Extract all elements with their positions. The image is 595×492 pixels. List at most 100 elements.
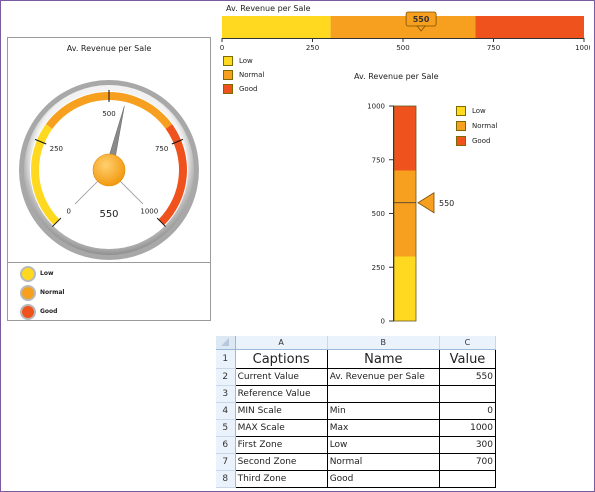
- select-all-corner[interactable]: [216, 336, 236, 350]
- gauge-tick-mark: [156, 217, 166, 227]
- gauge-hub: [92, 153, 126, 187]
- bullet-chart-title: Av. Revenue per Sale: [226, 4, 311, 13]
- thermo-zone-normal: [394, 170, 416, 257]
- gauge-panel: Av. Revenue per Sale 0 250 500 750 1000 550 …: [7, 37, 211, 321]
- bullet-legend-label-good: Good: [239, 85, 258, 93]
- column-header-b[interactable]: B: [327, 336, 440, 350]
- bullet-zone-good: [475, 16, 584, 38]
- table-row: 8 Third Zone Good: [216, 470, 497, 488]
- table-row: 7 Second Zone Normal 700: [216, 453, 497, 471]
- cell-b[interactable]: Max: [327, 419, 440, 437]
- bullet-zone-normal: [330, 16, 476, 38]
- bullet-tick-label: 250: [306, 44, 319, 52]
- cell-a[interactable]: Captions: [235, 349, 328, 369]
- gauge-tick-label: 1000: [140, 207, 158, 215]
- row-header[interactable]: 4: [216, 402, 236, 420]
- gauge-tick-mark: [171, 138, 184, 145]
- row-header[interactable]: 5: [216, 419, 236, 437]
- thermo-legend-swatch-low: [456, 106, 466, 116]
- bullet-tick-label: 500: [396, 44, 409, 52]
- thermo-zone-good: [394, 106, 416, 171]
- cell-b[interactable]: Good: [327, 470, 440, 488]
- row-header[interactable]: 1: [216, 349, 236, 369]
- bullet-tick-label: 750: [487, 44, 500, 52]
- gauge-legend-label-good: Good: [40, 308, 58, 315]
- gauge-tick-mark: [52, 217, 62, 227]
- thermo-tick-label: 750: [372, 156, 385, 164]
- thermo-value-label: 550: [439, 199, 454, 208]
- cell-a[interactable]: MAX Scale: [235, 419, 328, 437]
- gauge-tick-label: 0: [66, 207, 70, 215]
- cell-c[interactable]: [439, 470, 497, 488]
- bullet-legend-swatch-low: [223, 56, 233, 66]
- gauge-zone-low: [31, 124, 60, 226]
- cell-a[interactable]: MIN Scale: [235, 402, 328, 420]
- cell-c[interactable]: Value: [439, 349, 497, 369]
- cell-b[interactable]: Min: [327, 402, 440, 420]
- row-header[interactable]: 8: [216, 470, 236, 488]
- row-header[interactable]: 6: [216, 436, 236, 454]
- cell-a[interactable]: Second Zone: [235, 453, 328, 471]
- thermo-zone-low: [394, 256, 416, 321]
- cell-a[interactable]: First Zone: [235, 436, 328, 454]
- cell-c[interactable]: 0: [439, 402, 497, 420]
- thermo-legend-swatch-normal: [456, 121, 466, 131]
- table-row: 5 MAX Scale Max 1000: [216, 419, 497, 437]
- bullet-legend-swatch-normal: [223, 70, 233, 80]
- row-header[interactable]: 2: [216, 368, 236, 386]
- thermo-tick-label: 0: [381, 318, 385, 326]
- cell-b[interactable]: Av. Revenue per Sale: [327, 368, 440, 386]
- gauge-legend-swatch-low: [20, 266, 36, 282]
- table-row: 1 Captions Name Value: [216, 349, 497, 369]
- bullet-tick-label: 0: [220, 44, 224, 52]
- bullet-zone-low: [222, 16, 331, 38]
- table-row: 2 Current Value Av. Revenue per Sale 550: [216, 368, 497, 386]
- cell-a[interactable]: Third Zone: [235, 470, 328, 488]
- cell-c[interactable]: [439, 385, 497, 403]
- gauge-tick-label: 750: [155, 145, 168, 153]
- gauge-zone-normal: [45, 91, 173, 129]
- gauge-chart-title: Av. Revenue per Sale: [66, 44, 152, 53]
- table-row: 4 MIN Scale Min 0: [216, 402, 497, 420]
- bullet-value-label: 550: [413, 15, 430, 24]
- column-header-row: A B C: [216, 336, 497, 350]
- gauge-zone-good: [158, 124, 187, 226]
- gauge-legend-swatch-good: [20, 304, 36, 320]
- gauge-legend-divider: [8, 262, 210, 263]
- cell-a[interactable]: Current Value: [235, 368, 328, 386]
- table-row: 3 Reference Value: [216, 385, 497, 403]
- bullet-chart-svg: 0 250 500 750 1000 550: [220, 11, 590, 52]
- row-header[interactable]: 7: [216, 453, 236, 471]
- cell-b[interactable]: [327, 385, 440, 403]
- cell-c[interactable]: 700: [439, 453, 497, 471]
- gauge-tick-mark: [34, 138, 47, 145]
- cell-b[interactable]: Low: [327, 436, 440, 454]
- thermo-legend-label-good: Good: [472, 137, 491, 145]
- thermo-tick-label: 1000: [367, 103, 385, 111]
- column-header-c[interactable]: C: [439, 336, 497, 350]
- thermo-legend-swatch-good: [456, 136, 466, 146]
- cell-b[interactable]: Normal: [327, 453, 440, 471]
- cell-b[interactable]: Name: [327, 349, 440, 369]
- spreadsheet: A B C 1 Captions Name Value 2 Current Value Av…: [216, 336, 497, 491]
- gauge-tick-label: 500: [102, 110, 115, 118]
- bullet-legend-label-low: Low: [239, 57, 253, 65]
- thermo-tick-label: 250: [372, 264, 385, 272]
- thermo-chart-svg: 1000 750 500 250 0 550: [367, 103, 454, 326]
- gauge-tick-label: 250: [50, 145, 63, 153]
- bullet-legend-swatch-good: [223, 84, 233, 94]
- cell-c[interactable]: 1000: [439, 419, 497, 437]
- bullet-value-pointer: [416, 25, 426, 32]
- cell-c[interactable]: 550: [439, 368, 497, 386]
- thermo-value-pointer: [417, 192, 435, 214]
- thermo-chart-title: Av. Revenue per Sale: [354, 72, 439, 81]
- spreadsheet-table: A B C 1 Captions Name Value 2 Current Value Av…: [216, 336, 497, 488]
- gauge-legend-label-low: Low: [40, 270, 54, 277]
- gauge-legend-swatch-normal: [20, 285, 36, 301]
- row-header[interactable]: 3: [216, 385, 236, 403]
- gauge-legend-label-normal: Normal: [40, 289, 65, 296]
- column-header-a[interactable]: A: [235, 336, 328, 350]
- cell-c[interactable]: 300: [439, 436, 497, 454]
- thermo-legend-label-low: Low: [472, 107, 486, 115]
- cell-a[interactable]: Reference Value: [235, 385, 328, 403]
